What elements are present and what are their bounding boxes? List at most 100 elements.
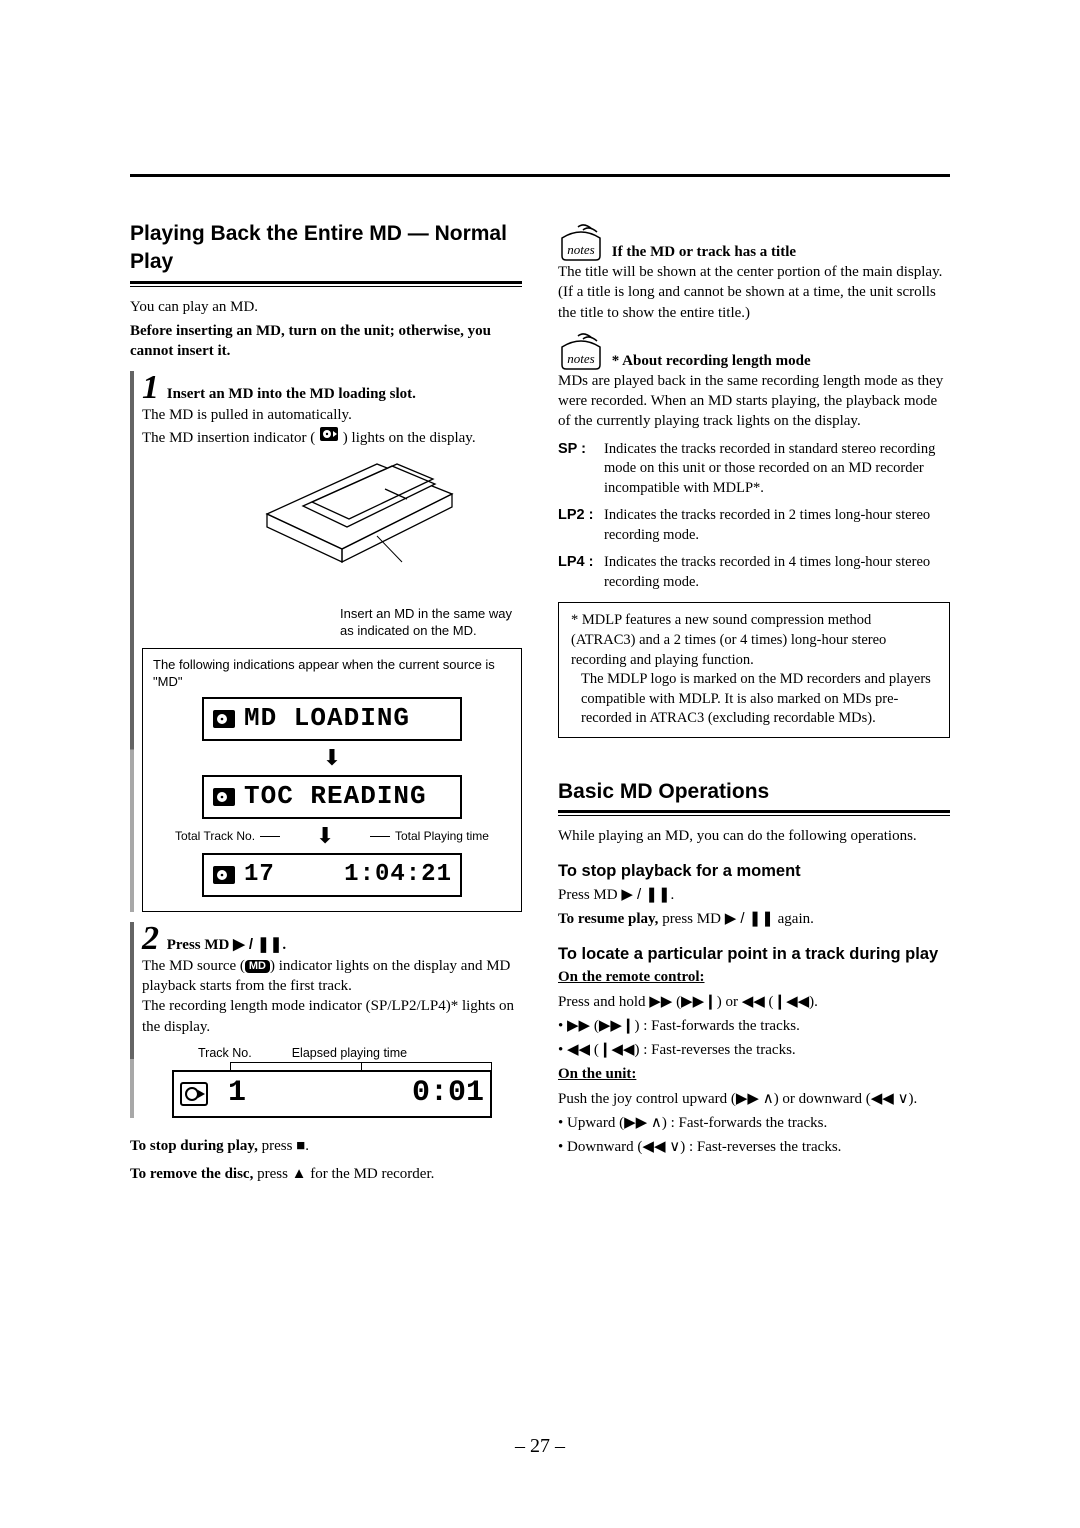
left-column: Playing Back the Entire MD — Normal Play… [130, 220, 522, 1188]
step-1-body: 1 Insert an MD into the MD loading slot.… [142, 371, 522, 911]
callout-time-label: Total Playing time [395, 829, 489, 843]
heading-rule-light [130, 286, 522, 287]
note1-title: If the MD or track has a title [612, 244, 796, 260]
tick-row [230, 1062, 492, 1070]
step-number-1: 1 [142, 369, 159, 406]
label-elapsed: Elapsed playing time [292, 1045, 407, 1062]
unit-b2-text: Downward (◀◀ ∨) : Fast-reverses the trac… [567, 1139, 841, 1155]
step-bar [130, 371, 134, 911]
resume-play: To resume play, press MD ▶ / ❚❚ again. [558, 909, 950, 929]
step-2-title: Press MD ▶ / ❚❚. [167, 937, 286, 953]
remote-b2: • ◀◀ (❙◀◀) : Fast-reverses the tracks. [558, 1040, 950, 1060]
unit-b1-text: Upward (▶▶ ∧) : Fast-forwards the tracks… [567, 1115, 827, 1131]
subhead-stop-moment: To stop playback for a moment [558, 860, 950, 882]
page-number: – 27 – [0, 1435, 1080, 1458]
step-1-line2b: ) lights on the display. [343, 430, 476, 446]
mode-sp-text: Indicates the tracks recorded in standar… [604, 440, 950, 499]
step-1-line2a: The MD insertion indicator ( [142, 430, 315, 446]
unit-b2: • Downward (◀◀ ∨) : Fast-reverses the tr… [558, 1137, 950, 1157]
md-slot-figure [192, 454, 522, 600]
disc-icon [212, 865, 236, 885]
disc-icon [212, 787, 236, 807]
lcd3-callouts: Total Track No. ⬇ Total Playing time [175, 825, 489, 847]
step-2-title-a: Press MD [167, 937, 233, 953]
md-insert-icon [319, 426, 339, 442]
mode-lp4-text: Indicates the tracks recorded in 4 times… [604, 553, 950, 592]
arrow-down-1: ⬇ [153, 747, 511, 769]
slot-caption: Insert an MD in the same way as indicate… [340, 606, 512, 640]
tick [230, 1062, 361, 1070]
remote-b1-text: ▶▶ (▶▶❙) : Fast-forwards the tracks. [567, 1018, 800, 1034]
stop-moment-b: . [671, 887, 675, 903]
play-pause-glyph: ▶ / ❚❚ [725, 910, 774, 927]
stop-moment-body: Press MD ▶ / ❚❚. [558, 885, 950, 905]
lcd-total-time: 1:04:21 [344, 859, 452, 891]
remote-body: Press and hold ▶▶ (▶▶❙) or ◀◀ (❙◀◀). [558, 992, 950, 1012]
lcd-reading: TOC READING [202, 775, 462, 819]
mode-lp4: LP4 : Indicates the tracks recorded in 4… [558, 553, 950, 592]
mode-sp-label-text: SP [558, 441, 577, 457]
unit-body: Push the joy control upward (▶▶ ∧) or do… [558, 1089, 950, 1109]
basic-ops-intro: While playing an MD, you can do the foll… [558, 826, 950, 846]
step-1: 1 Insert an MD into the MD loading slot.… [130, 371, 522, 911]
mode-lp2: LP2 : Indicates the tracks recorded in 2… [558, 506, 950, 545]
callout-tracks-label: Total Track No. [175, 829, 255, 843]
playback-track: 1 [228, 1073, 246, 1114]
step-2-line2: The recording length mode indicator (SP/… [142, 996, 522, 1037]
section-heading-basic-ops: Basic MD Operations [558, 778, 950, 806]
right-column: notes If the MD or track has a title The… [558, 220, 950, 1188]
remote-b1: • ▶▶ (▶▶❙) : Fast-forwards the tracks. [558, 1016, 950, 1036]
stop-c: . [305, 1138, 309, 1154]
heading-rule-heavy [558, 810, 950, 813]
disc-play-icon [180, 1082, 208, 1106]
resume-c: again. [774, 911, 814, 927]
slot-caption-l1: Insert an MD in the same way [340, 606, 512, 621]
unit-heading: On the unit: [558, 1064, 950, 1084]
notes-icon: notes [558, 224, 604, 262]
md-badge-icon: MD [245, 960, 270, 973]
intro-line-2: Before inserting an MD, turn on the unit… [130, 321, 522, 362]
lcd-loading: MD LOADING [202, 697, 462, 741]
intro-line-1: You can play an MD. [130, 297, 522, 317]
playback-lcd-labels: Track No. Elapsed playing time [198, 1045, 492, 1062]
svg-text:notes: notes [567, 242, 594, 257]
page-top-rule [130, 174, 950, 177]
mode-sp-label: SP : [558, 440, 594, 499]
label-track-no: Track No. [198, 1045, 252, 1062]
stop-b: press [262, 1138, 297, 1154]
step-1-line2: The MD insertion indicator ( ) lights on… [142, 426, 522, 448]
step-2-body: 2 Press MD ▶ / ❚❚. The MD source (MD) in… [142, 922, 522, 1118]
mode-lp4-label: LP4 : [558, 553, 594, 592]
md-slot-illustration [257, 454, 457, 594]
step-number-2: 2 [142, 920, 159, 957]
step-2-line1a: The MD source ( [142, 958, 245, 974]
mode-lp2-text: Indicates the tracks recorded in 2 times… [604, 506, 950, 545]
callout-time: Total Playing time [368, 828, 489, 844]
stop-icon: ■ [296, 1137, 305, 1154]
note1-body: The title will be shown at the center po… [558, 262, 950, 323]
tick [361, 1062, 493, 1070]
lcd-reading-text: TOC READING [244, 779, 427, 814]
remove-c: for the MD recorder. [307, 1166, 435, 1182]
unit-b1: • Upward (▶▶ ∧) : Fast-forwards the trac… [558, 1113, 950, 1133]
remote-heading: On the remote control: [558, 967, 950, 987]
step-1-head: 1 Insert an MD into the MD loading slot. [142, 371, 522, 405]
section-heading-normal-play: Playing Back the Entire MD — Normal Play [130, 220, 522, 277]
remote-b2-text: ◀◀ (❙◀◀) : Fast-reverses the tracks. [567, 1042, 796, 1058]
step-bar [130, 922, 134, 1118]
indications-intro: The following indications appear when th… [153, 657, 511, 691]
mdlp-box: * MDLP features a new sound compression … [558, 602, 950, 737]
heading-rule-heavy [130, 281, 522, 284]
play-pause-glyph: ▶ / ❚❚ [621, 886, 670, 903]
slot-caption-row: Insert an MD in the same way as indicate… [142, 606, 512, 640]
playback-time: 0:01 [412, 1073, 484, 1114]
step-2-title-b: . [282, 937, 286, 953]
slot-caption-l2: as indicated on the MD. [340, 623, 477, 638]
heading-rule-light [558, 815, 950, 816]
page-columns: Playing Back the Entire MD — Normal Play… [130, 180, 950, 1188]
stop-a: To stop during play, [130, 1138, 262, 1154]
mode-lp4-label-text: LP4 [558, 554, 585, 570]
remove-a: To remove the disc, [130, 1166, 257, 1182]
lcd-total-tracks: 17 [244, 859, 275, 891]
indications-box: The following indications appear when th… [142, 648, 522, 912]
